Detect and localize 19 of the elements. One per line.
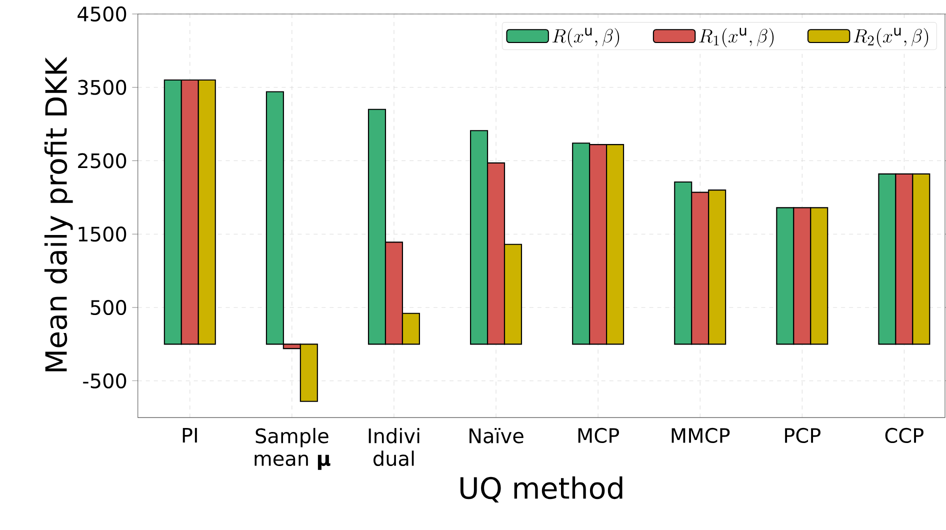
x-tick-label: PI [182,428,197,442]
y-axis-title: Mean daily profit DKK [44,56,73,372]
x-tick-label: PCP [785,428,820,443]
y-tick-label: 2500 [78,152,126,168]
x-tick-label: MMCP [672,428,730,443]
legend-label: $R(x^{\mathrm{u}}, \beta)$ [552,27,620,48]
y-tick-label: -500 [83,373,126,388]
y-tick-label: 4500 [78,6,126,22]
legend-label: $R_1(x^{\mathrm{u}}, \beta)$ [699,27,774,48]
y-tick-label: 500 [90,300,126,315]
legend-label: $R_2(x^{\mathrm{u}}, \beta)$ [854,27,928,48]
y-tick-label: 3500 [78,80,126,95]
x-tick-label: Indivi dual [368,428,420,466]
x-tick-label: Sample mean μ [254,428,330,470]
x-axis-title: UQ method [460,476,622,502]
y-tick-label: 1500 [78,226,126,242]
x-tick-label: Naïve [470,428,524,444]
x-tick-label: MCP [578,428,619,443]
x-tick-label: CCP [885,428,924,443]
